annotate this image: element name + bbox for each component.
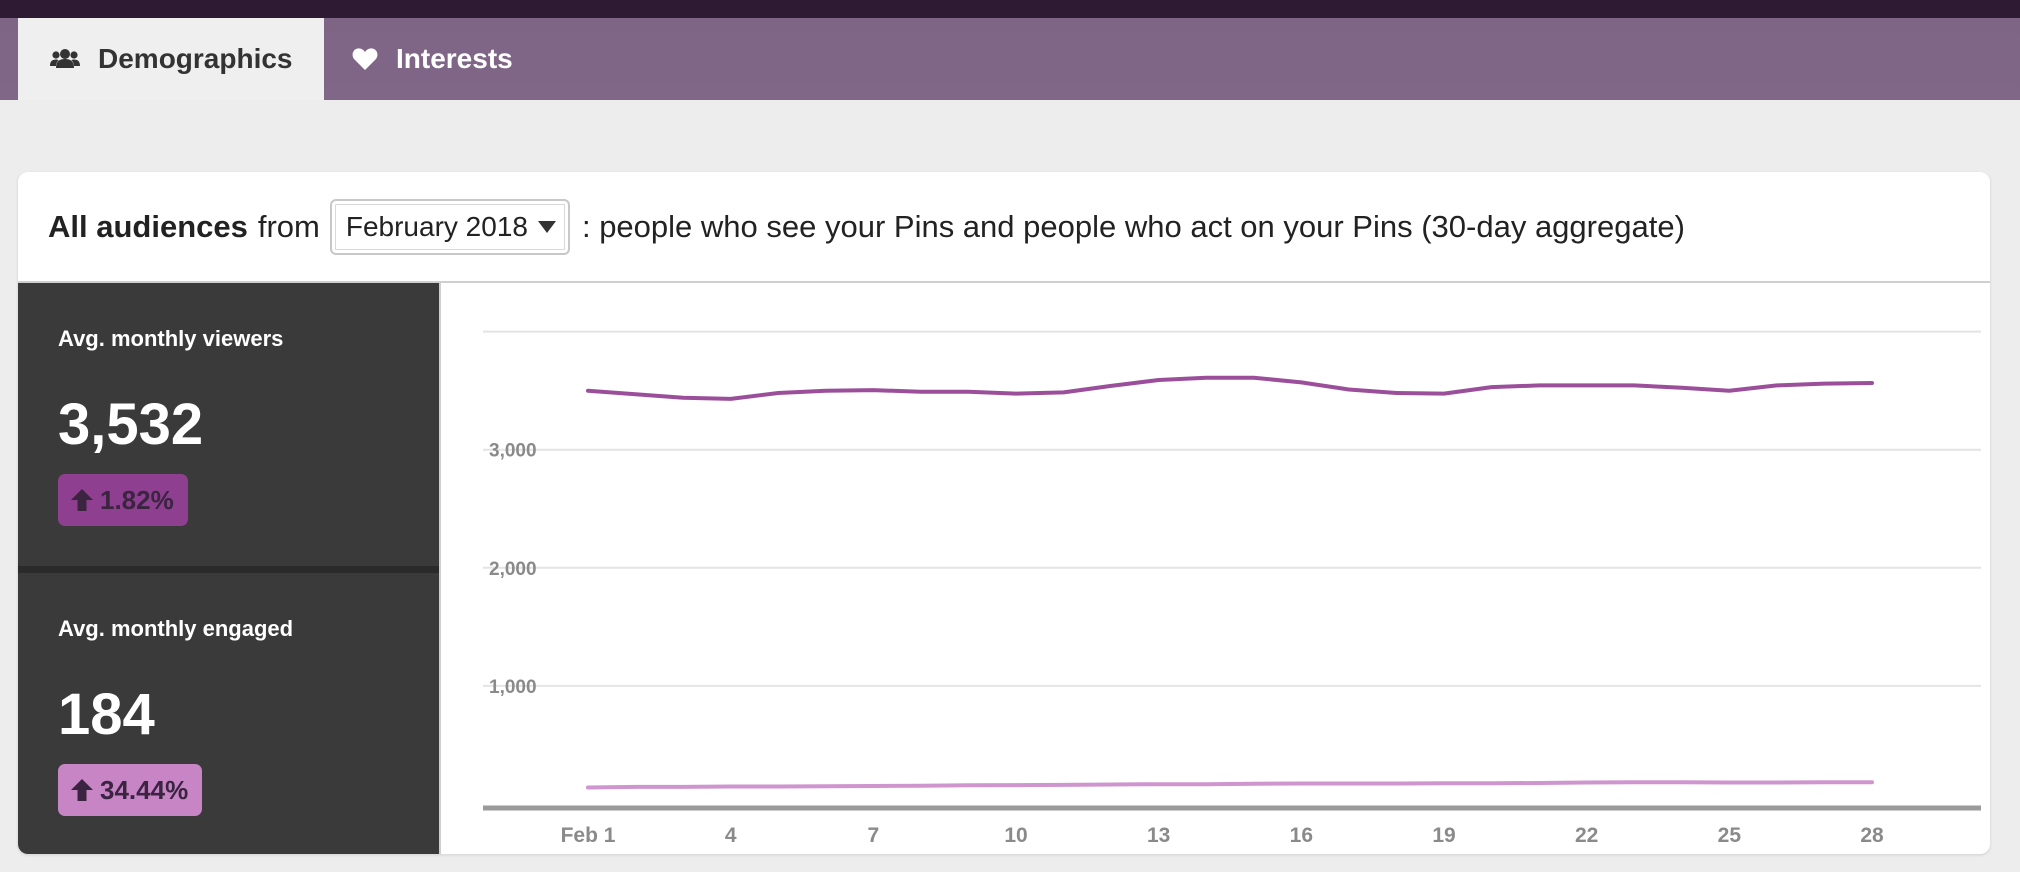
tab-demographics[interactable]: Demographics <box>18 18 324 100</box>
top-header-strip <box>0 0 2020 18</box>
audience-title: All audiences <box>48 208 248 244</box>
x-tick-label: 22 <box>1575 824 1598 847</box>
stat-viewers[interactable]: Avg. monthly viewers 3,532 1.82% <box>18 283 439 566</box>
heart-icon <box>352 47 378 71</box>
tab-bar: Demographics Interests <box>0 18 2020 100</box>
audience-chart: 1,000 2,000 3,000 Feb 1 4 7 10 13 16 19 22 25 28 <box>439 283 1990 854</box>
x-tick-label: 16 <box>1290 824 1313 847</box>
x-tick-label: 25 <box>1718 824 1742 847</box>
stat-engaged[interactable]: Avg. monthly engaged 184 34.44% <box>18 573 439 854</box>
stats-divider <box>18 566 439 573</box>
x-tick-label: 10 <box>1004 824 1027 847</box>
stat-viewers-change: 1.82% <box>100 484 174 515</box>
card-header: All audiences from February 2018 : peopl… <box>18 172 1990 283</box>
x-tick-label: 4 <box>725 824 737 847</box>
tab-demographics-label: Demographics <box>98 43 293 74</box>
arrow-up-icon <box>70 778 94 802</box>
users-icon <box>50 48 80 70</box>
stat-viewers-value: 3,532 <box>58 392 204 457</box>
stat-viewers-change-badge: 1.82% <box>58 474 188 526</box>
arrow-up-icon <box>70 488 94 512</box>
tab-interests-label: Interests <box>396 43 513 74</box>
stats-panel: Avg. monthly viewers 3,532 1.82% Avg. mo… <box>18 283 439 854</box>
y-tick-label: 2,000 <box>489 559 537 580</box>
audience-description: : people who see your Pins and people wh… <box>581 208 1685 244</box>
x-tick-label: 7 <box>867 824 879 847</box>
series-line-engaged <box>586 780 1874 790</box>
x-tick-label: 19 <box>1432 824 1455 847</box>
x-tick-label: Feb 1 <box>561 824 616 847</box>
line-chart-svg: 1,000 2,000 3,000 Feb 1 4 7 10 13 16 19 22 25 28 <box>483 330 1981 847</box>
tab-interests[interactable]: Interests <box>324 18 544 100</box>
y-tick-label: 3,000 <box>489 441 537 462</box>
stat-engaged-value: 184 <box>58 682 155 747</box>
stat-engaged-change-badge: 34.44% <box>58 764 203 816</box>
caret-down-icon <box>537 220 556 233</box>
x-tick-label: 13 <box>1147 824 1170 847</box>
stat-viewers-label: Avg. monthly viewers <box>58 326 284 351</box>
stat-engaged-change: 34.44% <box>100 774 189 805</box>
x-tick-label: 28 <box>1860 824 1884 847</box>
month-dropdown[interactable]: February 2018 <box>329 198 570 255</box>
stat-engaged-label: Avg. monthly engaged <box>58 616 294 641</box>
month-dropdown-value: February 2018 <box>345 210 528 242</box>
series-line-viewers <box>586 375 1874 401</box>
from-label: from <box>257 208 320 244</box>
audience-card: All audiences from February 2018 : peopl… <box>18 172 1990 854</box>
y-tick-label: 1,000 <box>489 677 537 698</box>
